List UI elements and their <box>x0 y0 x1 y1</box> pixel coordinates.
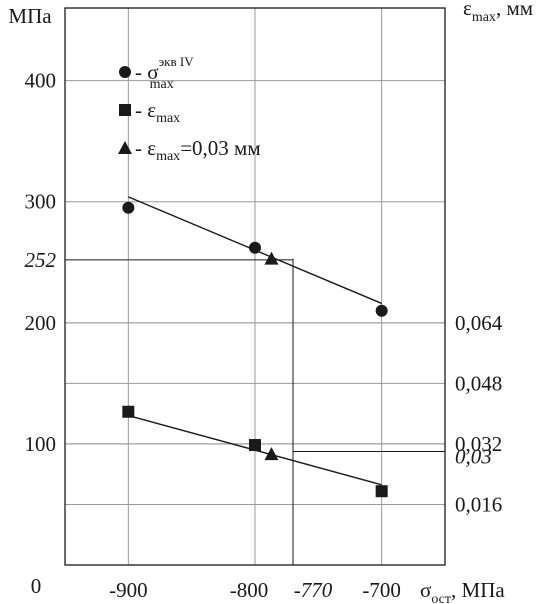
x-tick-label: -700 <box>362 578 401 602</box>
legend-marker-circle <box>119 66 131 78</box>
right-axis-title: εmax, мм <box>463 0 533 25</box>
legend-label: - σэкв IV max <box>135 54 194 92</box>
axis-titles: МПа εmax, мм σост, МПа <box>8 0 533 604</box>
plot-frame <box>64 7 446 566</box>
guide-lines <box>65 258 445 565</box>
zero-label: 0 <box>31 574 42 598</box>
legend-marker-triangle <box>118 141 132 154</box>
legend: - σэкв IV max - εmax - εmax=0,03 мм <box>118 54 261 164</box>
data-point-triangle-3-0 <box>264 447 279 461</box>
x-special-label: -770 <box>294 578 333 602</box>
legend-entry-circle: - σэкв IV max <box>119 54 194 92</box>
left-tick-label: 100 <box>25 432 57 456</box>
grid <box>65 8 445 565</box>
right-tick-label: 0,016 <box>455 492 502 516</box>
data-point-circle-0-1 <box>249 241 261 254</box>
right-tick-label: 0,048 <box>455 371 502 395</box>
x-axis-title: σост, МПа <box>420 578 505 604</box>
right-special-label: 0,03 <box>455 444 492 468</box>
legend-label: - εmax=0,03 мм <box>135 136 261 164</box>
left-tick-label: 300 <box>25 190 57 214</box>
right-tick-label: 0,032 <box>455 432 502 456</box>
x-tick-label: -900 <box>109 578 148 602</box>
right-tick-label: 0,064 <box>455 311 503 335</box>
legend-marker-square <box>119 104 131 116</box>
plot-border <box>64 7 446 566</box>
left-special-label: 252 <box>25 248 57 272</box>
data-point-circle-0-0 <box>122 201 135 214</box>
tick-labels: 100 200 300 400 252 0 0,016 0,032 0,048 0,064 0,03… <box>25 69 503 602</box>
legend-label: - εmax <box>135 98 180 126</box>
left-tick-label: 200 <box>25 311 57 335</box>
left-axis-title: МПа <box>8 4 52 28</box>
data-point-triangle-2-0 <box>264 251 279 265</box>
data-point-square-1-2 <box>375 485 388 498</box>
legend-entry-triangle: - εmax=0,03 мм <box>118 136 261 164</box>
data-markers <box>122 201 388 498</box>
data-point-circle-0-2 <box>375 304 388 317</box>
left-tick-label: 400 <box>25 69 57 93</box>
data-point-square-1-1 <box>249 439 261 452</box>
data-point-square-1-0 <box>122 405 135 418</box>
legend-entry-square: - εmax <box>119 98 180 126</box>
x-tick-label: -800 <box>230 578 269 602</box>
